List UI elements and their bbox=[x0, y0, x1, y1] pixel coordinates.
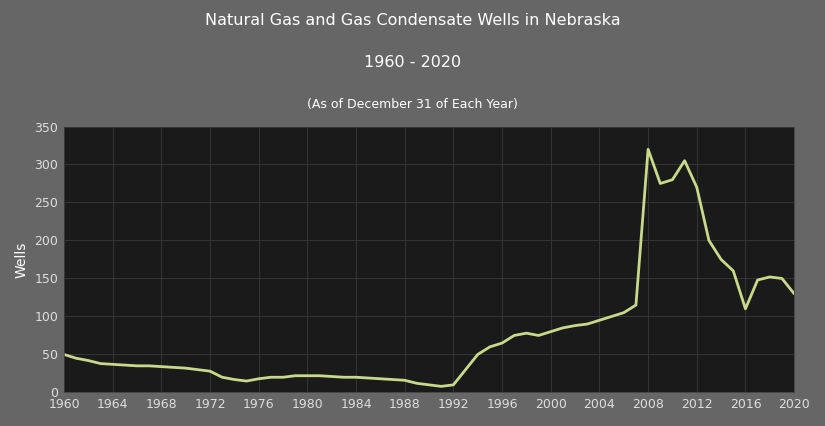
Text: (As of December 31 of Each Year): (As of December 31 of Each Year) bbox=[307, 98, 518, 111]
Y-axis label: Wells: Wells bbox=[15, 241, 29, 278]
Text: Natural Gas and Gas Condensate Wells in Nebraska: Natural Gas and Gas Condensate Wells in … bbox=[205, 13, 620, 28]
Text: 1960 - 2020: 1960 - 2020 bbox=[364, 55, 461, 70]
